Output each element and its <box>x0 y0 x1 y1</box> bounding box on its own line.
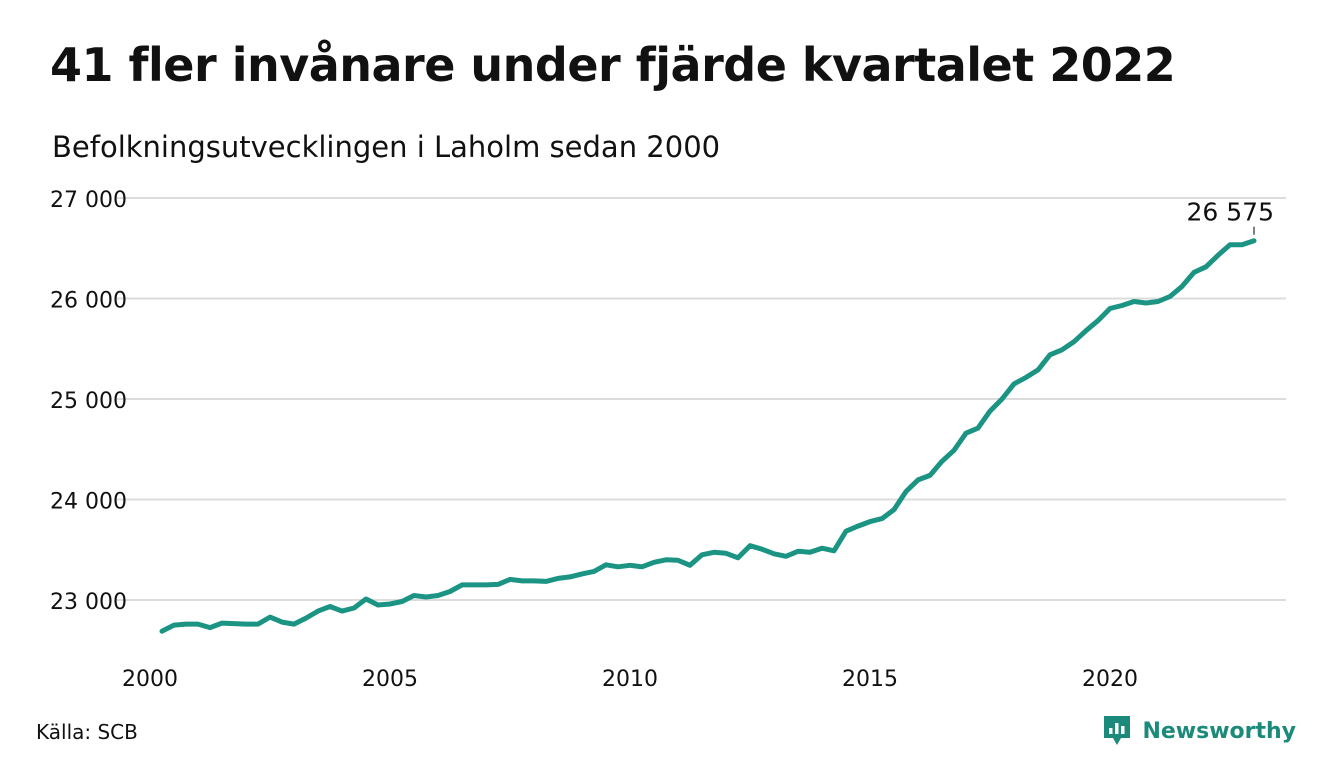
x-tick-label: 2015 <box>842 667 898 692</box>
newsworthy-logo-icon <box>1104 716 1131 745</box>
brand-name: Newsworthy <box>1142 718 1296 744</box>
x-tick-label: 2010 <box>602 667 658 692</box>
y-tick-label: 27 000 <box>50 188 127 213</box>
line-chart: 23 000 24 000 25 000 26 000 27 000 2000 2005 20… <box>50 188 1286 692</box>
x-tick-label: 2005 <box>362 667 418 692</box>
y-tick-label: 23 000 <box>50 590 127 615</box>
series-line <box>159 238 1257 634</box>
chart-title: 41 fler invånare under fjärde kvartalet … <box>50 38 1176 92</box>
source-label: Källa: SCB <box>36 720 138 744</box>
y-tick-label: 24 000 <box>50 490 127 515</box>
end-value-label: 26 575 <box>1187 198 1274 227</box>
x-tick-label: 2000 <box>122 667 178 692</box>
chart-subtitle: Befolkningsutvecklingen i Laholm sedan 2… <box>52 130 721 164</box>
y-tick-label: 25 000 <box>50 389 127 414</box>
brand-logo[interactable]: Newsworthy <box>1102 714 1296 748</box>
x-tick-label: 2020 <box>1082 667 1138 692</box>
y-tick-label: 26 000 <box>50 289 127 314</box>
